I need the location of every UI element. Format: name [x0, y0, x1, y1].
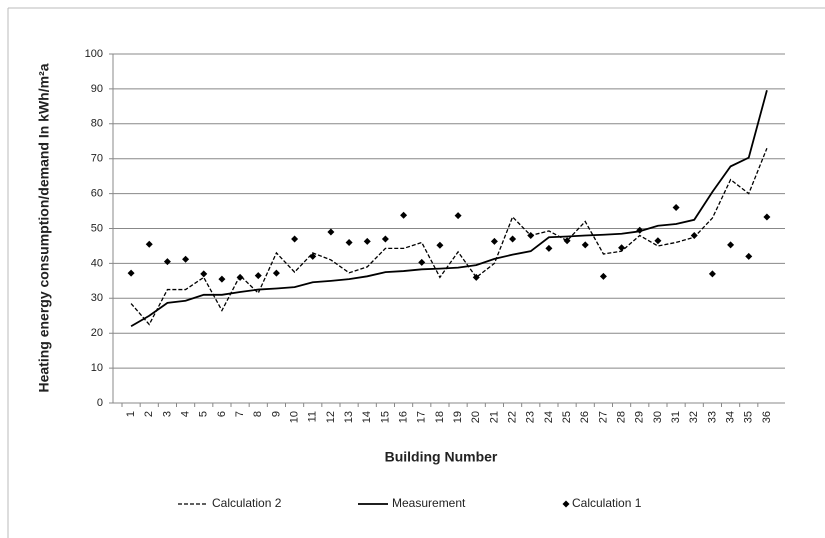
x-tick-label: 26 — [579, 411, 591, 423]
point — [563, 237, 571, 245]
point — [599, 272, 607, 280]
point — [654, 237, 662, 245]
y-tick-label: 60 — [91, 188, 103, 200]
point — [236, 273, 244, 281]
legend-label: Measurement — [392, 496, 466, 510]
legend-label: Calculation 2 — [212, 496, 282, 510]
line — [130, 147, 768, 326]
x-tick-label: 1 — [125, 411, 137, 417]
x-tick-label: 9 — [270, 411, 282, 417]
x-tick-label: 19 — [452, 411, 464, 423]
x-tick-label: 4 — [179, 411, 191, 417]
x-tick-label: 3 — [161, 411, 173, 417]
x-tick-label: 2 — [143, 411, 155, 417]
x-tick-label: 17 — [416, 411, 428, 423]
x-tick-label: 5 — [198, 411, 210, 417]
x-tick-label: 24 — [543, 411, 555, 423]
x-tick-label: 16 — [397, 411, 409, 423]
legend-marker — [562, 500, 570, 508]
point — [400, 211, 408, 219]
y-tick-label: 20 — [91, 327, 103, 339]
y-tick-label: 50 — [91, 222, 103, 234]
x-tick-label: 15 — [379, 411, 391, 423]
point — [127, 269, 135, 277]
x-tick-label: 7 — [234, 411, 246, 417]
x-tick-label: 23 — [525, 411, 537, 423]
point — [509, 235, 517, 243]
point — [472, 273, 480, 281]
x-axis-title: Building Number — [385, 449, 498, 465]
y-tick-label: 90 — [91, 83, 103, 95]
x-tick-label: 34 — [724, 411, 736, 423]
x-tick-label: 12 — [325, 411, 337, 423]
x-tick-label: 36 — [761, 411, 773, 423]
y-tick-label: 40 — [91, 257, 103, 269]
y-axis-title: Heating energy consumption/demand In kWh… — [36, 63, 52, 392]
x-tick-label: 6 — [216, 411, 228, 417]
y-tick-label: 100 — [85, 48, 103, 60]
point — [727, 241, 735, 249]
legend-label: Calculation 1 — [572, 496, 642, 510]
point — [381, 235, 389, 243]
x-tick-label: 22 — [506, 411, 518, 423]
y-tick-label: 80 — [91, 118, 103, 130]
line — [130, 90, 768, 327]
point — [418, 258, 426, 266]
point — [545, 244, 553, 252]
x-tick-label: 13 — [343, 411, 355, 423]
x-tick-label: 31 — [670, 411, 682, 423]
x-tick-label: 11 — [307, 411, 319, 422]
point — [254, 272, 262, 280]
point — [581, 241, 589, 249]
point — [272, 269, 280, 277]
point — [708, 270, 716, 278]
x-tick-label: 10 — [288, 411, 300, 423]
point — [327, 228, 335, 236]
point — [200, 270, 208, 278]
x-tick-label: 29 — [634, 411, 646, 423]
y-tick-label: 30 — [91, 292, 103, 304]
x-tick-label: 28 — [615, 411, 627, 423]
y-tick-label: 10 — [91, 362, 103, 374]
point — [672, 204, 680, 212]
point — [291, 235, 299, 243]
point — [618, 244, 626, 252]
x-tick-label: 14 — [361, 411, 373, 423]
x-tick-label: 8 — [252, 411, 264, 417]
x-tick-label: 30 — [652, 411, 664, 423]
y-tick-label: 70 — [91, 153, 103, 165]
point — [182, 255, 190, 263]
point — [745, 252, 753, 260]
x-tick-label: 21 — [488, 411, 500, 423]
x-tick-label: 20 — [470, 411, 482, 423]
point — [636, 226, 644, 234]
y-tick-label: 0 — [97, 397, 103, 409]
x-tick-label: 32 — [688, 411, 700, 423]
point — [436, 241, 444, 249]
x-tick-label: 33 — [706, 411, 718, 423]
x-tick-label: 18 — [434, 411, 446, 423]
point — [163, 258, 171, 266]
point — [490, 237, 498, 245]
x-tick-label: 35 — [743, 411, 755, 423]
point — [454, 212, 462, 220]
point — [145, 240, 153, 248]
point — [363, 237, 371, 245]
point — [309, 252, 317, 260]
point — [690, 231, 698, 239]
point — [527, 231, 535, 239]
point — [345, 238, 353, 246]
point — [763, 213, 771, 221]
x-tick-label: 27 — [597, 411, 609, 423]
x-tick-label: 25 — [561, 411, 573, 423]
point — [218, 275, 226, 283]
